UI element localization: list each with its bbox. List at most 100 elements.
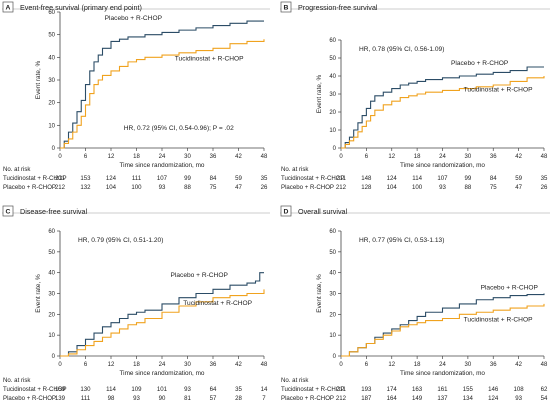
curve-label: Placebo + R-CHOP	[171, 272, 229, 279]
risk-value: 35	[541, 175, 548, 182]
hazard-ratio-text: HR, 0.77 (95% CI, 0.53-1.13)	[359, 237, 444, 244]
panel-letter-box	[2, 1, 14, 13]
risk-value: 57	[210, 395, 217, 402]
y-tick-label: 0	[52, 354, 56, 360]
risk-value: 159	[55, 386, 66, 393]
x-tick-label: 0	[339, 154, 343, 160]
risk-value: 153	[80, 175, 91, 182]
x-axis-label: Time since randomization, mo	[119, 162, 204, 169]
risk-table-header: No. at risk	[3, 377, 31, 384]
x-tick-label: 24	[159, 362, 166, 368]
x-tick-label: 24	[159, 154, 166, 160]
risk-value: 93	[184, 386, 191, 393]
risk-value: 81	[184, 395, 191, 402]
x-axis-label: Time since randomization, mo	[400, 370, 485, 377]
x-tick-label: 48	[541, 362, 548, 368]
risk-value: 47	[515, 184, 522, 191]
risk-value: 211	[336, 175, 346, 182]
panel-title: Event-free survival (primary end point)	[20, 3, 142, 12]
risk-value: 111	[81, 395, 91, 402]
x-tick-label: 36	[490, 362, 497, 368]
x-tick-label: 30	[465, 154, 472, 160]
risk-value: 132	[80, 184, 91, 191]
risk-value: 114	[106, 386, 116, 393]
risk-value: 146	[488, 386, 499, 393]
y-tick-label: 0	[52, 146, 56, 152]
risk-value: 107	[157, 175, 168, 182]
placebo-curve	[60, 272, 264, 357]
risk-value: 137	[437, 395, 448, 402]
x-tick-label: 30	[184, 154, 191, 160]
risk-value: 90	[159, 395, 166, 402]
tucidinostat-curve	[341, 303, 545, 357]
risk-value: 88	[184, 184, 191, 191]
risk-value: 98	[108, 395, 115, 402]
tucidinostat-curve	[341, 76, 545, 149]
risk-value: 101	[157, 386, 168, 393]
panel-title: Overall survival	[298, 207, 348, 216]
y-tick-label: 20	[329, 312, 336, 318]
y-tick-label: 10	[48, 123, 55, 129]
risk-value: 109	[131, 386, 142, 393]
panel-letter-box	[280, 1, 292, 13]
y-tick-label: 10	[48, 333, 55, 339]
risk-value: 62	[541, 386, 548, 393]
x-tick-label: 12	[388, 362, 395, 368]
x-tick-label: 36	[490, 154, 497, 160]
x-tick-label: 0	[58, 154, 62, 160]
curve-label: Tucidinostat + R-CHOP	[464, 86, 533, 93]
x-tick-label: 12	[108, 362, 115, 368]
risk-value: 99	[184, 175, 191, 182]
tucidinostat-curve	[60, 39, 265, 149]
panel-a: A Event-free survival (primary end point)…	[2, 1, 270, 191]
panel-letter: A	[6, 5, 11, 12]
curve-label: Tucidinostat + R-CHOP	[183, 300, 252, 307]
risk-value: 155	[463, 386, 474, 393]
x-tick-label: 42	[235, 362, 242, 368]
y-tick-label: 10	[329, 333, 336, 339]
tucidinostat-curve	[60, 289, 265, 357]
risk-value: 212	[336, 395, 347, 402]
risk-row-label: Placebo + R-CHOP	[281, 395, 334, 402]
risk-value: 211	[55, 175, 65, 182]
risk-value: 111	[132, 175, 142, 182]
risk-row-label: Tucidinostat + R-CHOP	[281, 175, 345, 182]
risk-value: 161	[437, 386, 448, 393]
risk-row-label: Tucidinostat + R-CHOP	[281, 386, 345, 393]
placebo-curve	[60, 20, 264, 149]
risk-value: 124	[106, 175, 117, 182]
panel-title: Disease-free survival	[20, 207, 88, 216]
placebo-curve	[341, 293, 545, 357]
x-tick-label: 30	[465, 362, 472, 368]
risk-row-label: Placebo + R-CHOP	[3, 395, 56, 402]
y-tick-label: 40	[48, 271, 55, 277]
risk-value: 64	[210, 386, 217, 393]
y-tick-label: 30	[329, 92, 336, 98]
y-tick-label: 60	[329, 229, 336, 235]
x-tick-label: 30	[184, 362, 191, 368]
y-tick-label: 30	[48, 78, 55, 84]
risk-value: 88	[464, 184, 471, 191]
risk-row-label: Placebo + R-CHOP	[281, 184, 334, 191]
panel-d: D Overall survival 0 6 12 18 24 30 36 42 48 0 10 20 30…	[280, 205, 550, 402]
x-axis-label: Time since randomization, mo	[119, 370, 204, 377]
hazard-ratio-text: HR, 0.79 (95% CI, 0.51-1.20)	[78, 237, 163, 244]
risk-table-header: No. at risk	[281, 377, 309, 384]
y-tick-label: 20	[329, 110, 336, 116]
risk-value: 47	[235, 184, 242, 191]
risk-value: 114	[412, 175, 422, 182]
risk-value: 75	[210, 184, 217, 191]
y-tick-label: 40	[329, 74, 336, 80]
x-tick-label: 18	[414, 154, 421, 160]
x-tick-label: 48	[261, 154, 268, 160]
risk-value: 59	[515, 175, 522, 182]
x-tick-label: 0	[339, 362, 343, 368]
placebo-curve	[341, 66, 544, 149]
y-tick-label: 60	[329, 38, 336, 44]
risk-value: 99	[464, 175, 471, 182]
x-tick-label: 6	[365, 362, 369, 368]
risk-value: 139	[55, 395, 66, 402]
risk-value: 100	[131, 184, 142, 191]
risk-value: 104	[387, 184, 398, 191]
risk-value: 84	[490, 175, 497, 182]
